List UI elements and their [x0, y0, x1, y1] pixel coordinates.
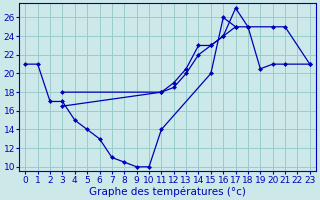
X-axis label: Graphe des températures (°c): Graphe des températures (°c) — [89, 186, 246, 197]
